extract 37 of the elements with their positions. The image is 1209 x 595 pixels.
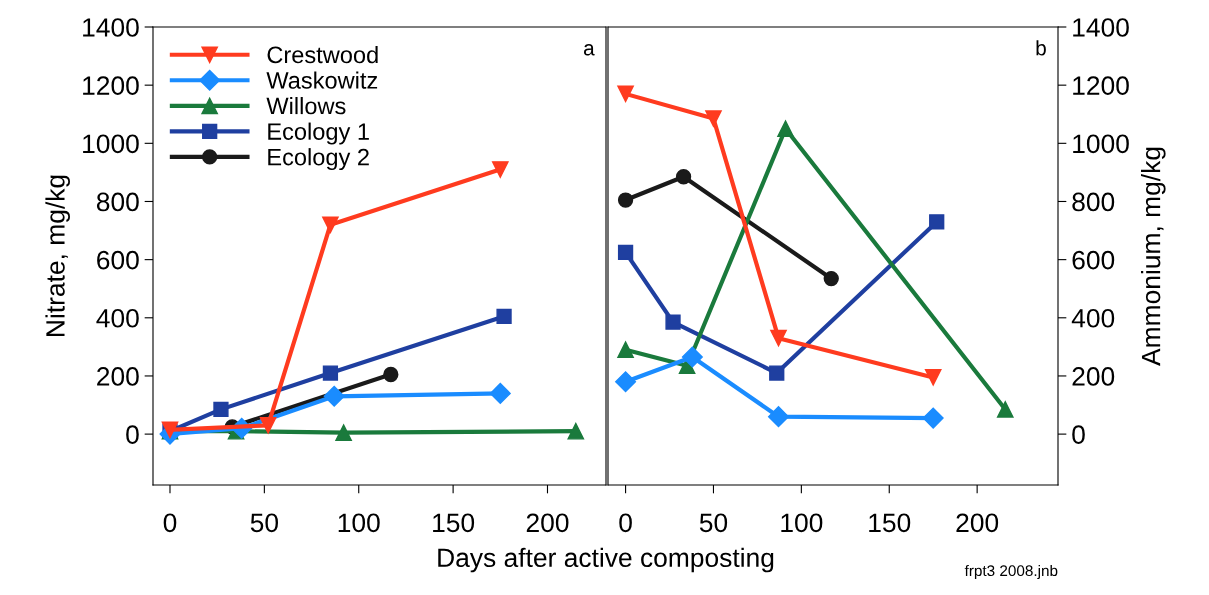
y2-tick-label: 600: [1072, 250, 1115, 270]
annotation: b: [1036, 40, 1046, 56]
text: frpt3 2008.jnb: [964, 564, 1058, 580]
legend-label: Waskowitz: [266, 71, 378, 89]
x-tick-label: 100: [338, 513, 380, 533]
y2-tick-label: 1200: [1073, 76, 1129, 95]
y-tick-label: 1000: [83, 134, 139, 154]
y-axis-title: Nitrate, mg/kg: [45, 175, 70, 336]
x-tick-label: 150: [869, 513, 911, 533]
x-axis-title: Days after active composting: [438, 547, 774, 573]
y-tick-label: 0: [126, 425, 139, 444]
y-tick-label: 1400: [83, 18, 139, 37]
y-tick-label: 400: [96, 308, 139, 328]
x-tick-label: 50: [250, 513, 279, 533]
y2-tick-label: 1000: [1073, 134, 1129, 154]
y2-tick-label: 400: [1071, 308, 1115, 328]
y2-axis-title: Ammonium, mg/kg: [1141, 147, 1166, 366]
y2-tick-label: 1400: [1073, 18, 1129, 37]
x-tick-label: 200: [956, 513, 999, 533]
y-tick-label: 200: [97, 367, 139, 386]
annotation: a: [583, 44, 595, 56]
y2-tick-label: 0: [1072, 425, 1085, 444]
y2-tick-label: 200: [1072, 367, 1115, 386]
y-tick-label: 800: [96, 192, 139, 212]
x-tick-label: 100: [781, 513, 823, 533]
y2-tick-label: 800: [1072, 192, 1115, 212]
legend-label: Ecology 2: [268, 148, 369, 171]
y-tick-label: 600: [97, 250, 139, 270]
y-tick-label: 1200: [83, 76, 139, 95]
x-tick-label: 0: [619, 513, 632, 533]
x-tick-label: 200: [526, 513, 569, 533]
x-tick-label: 50: [699, 513, 728, 533]
x-tick-label: 150: [433, 513, 475, 533]
legend-label: Willows: [266, 96, 346, 115]
x-tick-label: 0: [163, 513, 177, 533]
legend-label: Crestwood: [267, 45, 378, 64]
legend-label: Ecology 1: [268, 122, 369, 145]
